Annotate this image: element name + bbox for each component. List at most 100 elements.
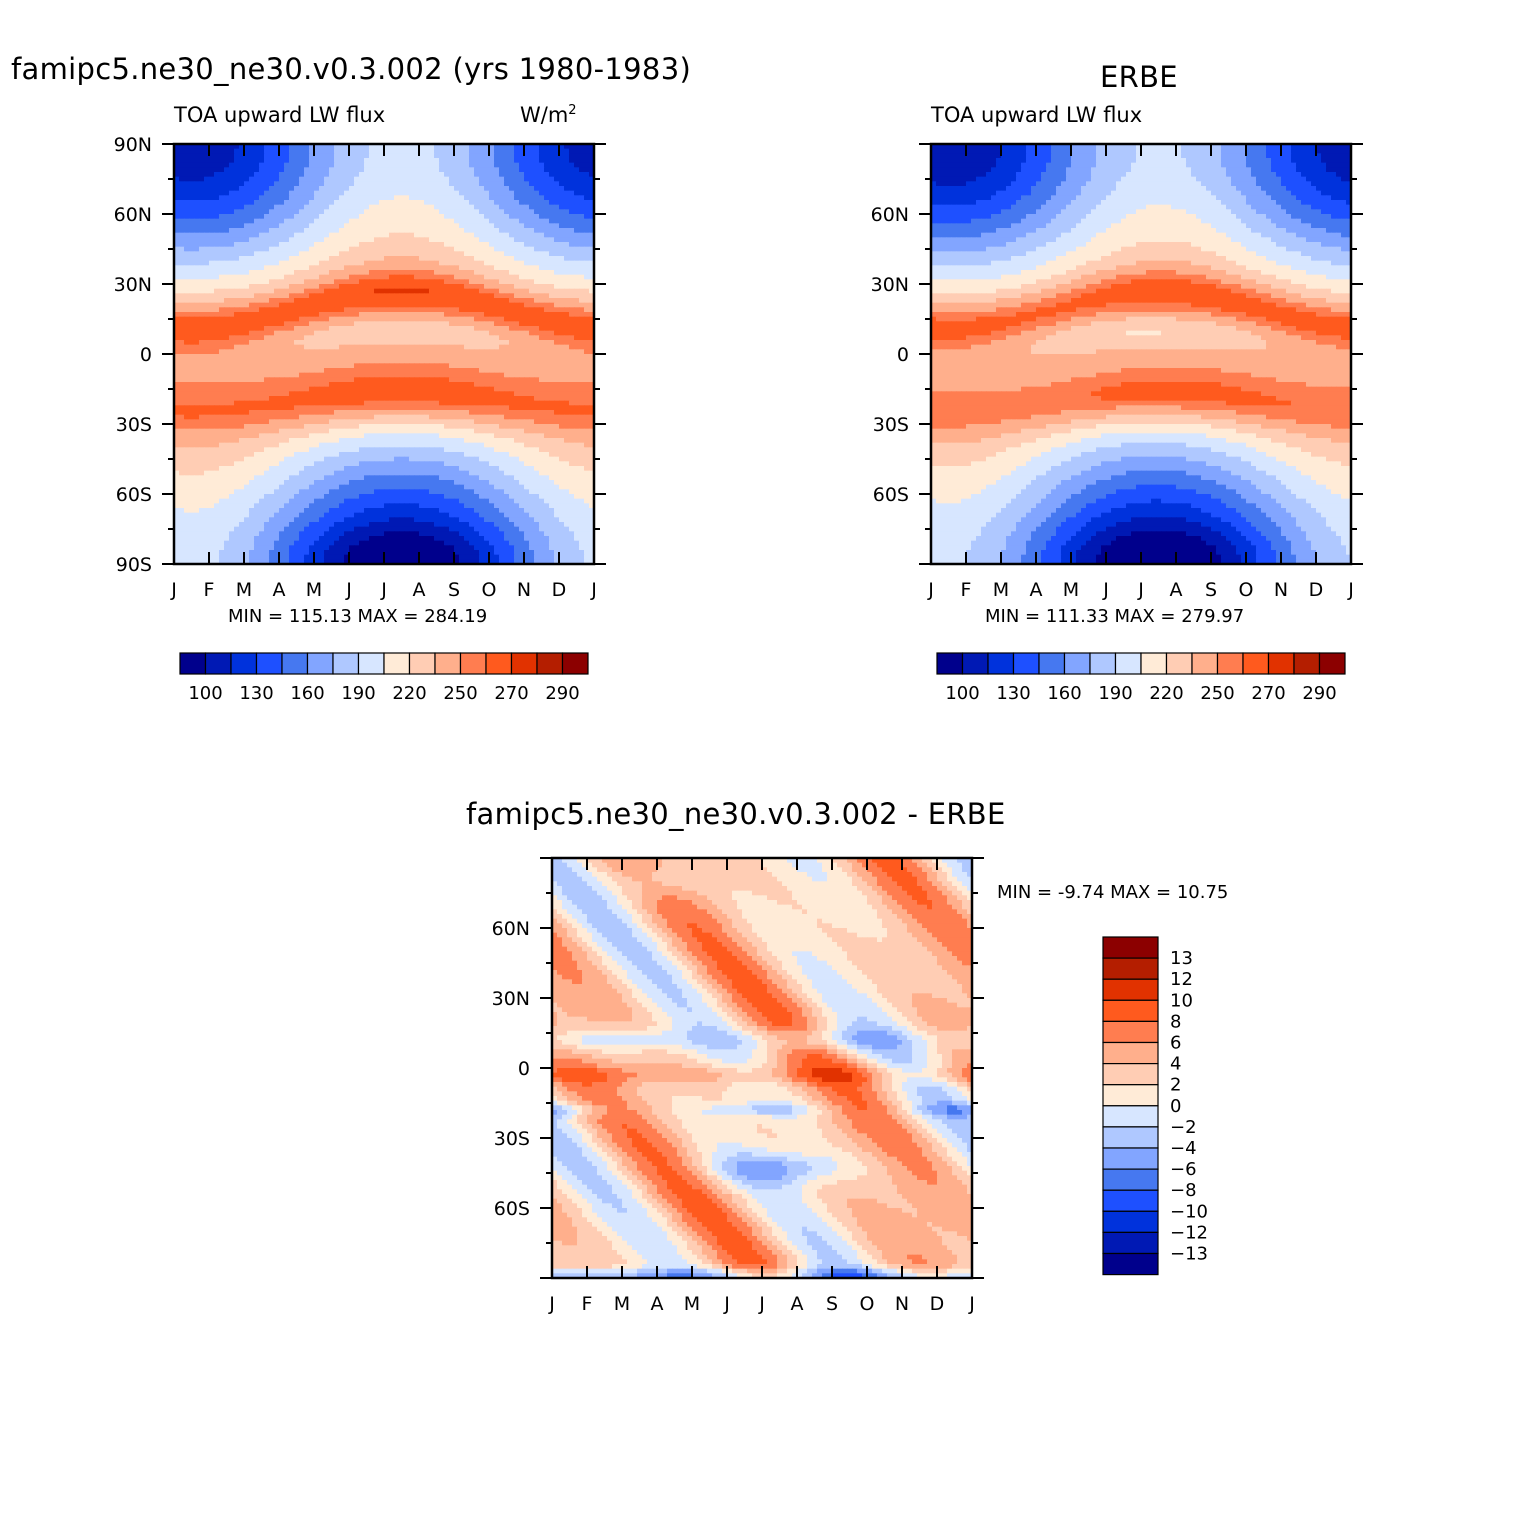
heatmap-cell — [579, 312, 585, 317]
heatmap-cell — [394, 251, 400, 256]
heatmap-cell — [399, 298, 405, 303]
heatmap-cell — [479, 158, 485, 163]
heatmap-cell — [269, 265, 275, 270]
heatmap-cell — [469, 163, 475, 168]
heatmap-cell — [319, 167, 325, 172]
heatmap-cell — [424, 298, 430, 303]
heatmap-cell — [529, 368, 535, 373]
heatmap-cell — [579, 289, 585, 294]
heatmap-cell — [314, 363, 320, 368]
heatmap-cell — [249, 172, 255, 177]
heatmap-cell — [559, 373, 565, 378]
heatmap-cell — [269, 335, 275, 340]
heatmap-cell — [449, 191, 455, 196]
heatmap-cell — [319, 415, 325, 420]
heatmap-cell — [474, 172, 480, 177]
heatmap-cell — [354, 382, 360, 387]
heatmap-cell — [194, 410, 200, 415]
heatmap-cell — [229, 401, 235, 406]
heatmap-cell — [194, 270, 200, 275]
heatmap-cell — [349, 387, 355, 392]
heatmap-cell — [229, 340, 235, 345]
heatmap-cell — [324, 359, 330, 364]
heatmap-cell — [244, 242, 250, 247]
heatmap-cell — [429, 275, 435, 280]
heatmap-cell — [444, 275, 450, 280]
heatmap-cell — [189, 363, 195, 368]
heatmap-cell — [334, 153, 340, 158]
heatmap-cell — [339, 186, 345, 191]
heatmap-cell — [264, 279, 270, 284]
heatmap-cell — [504, 396, 510, 401]
heatmap-cell — [464, 214, 470, 219]
heatmap-cell — [504, 228, 510, 233]
heatmap-cell — [324, 419, 330, 424]
heatmap-cell — [529, 233, 535, 238]
heatmap-cell — [339, 298, 345, 303]
heatmap-cell — [494, 153, 500, 158]
heatmap-cell — [244, 363, 250, 368]
heatmap-cell — [534, 186, 540, 191]
heatmap-cell — [249, 186, 255, 191]
heatmap-cell — [334, 237, 340, 242]
heatmap-cell — [284, 186, 290, 191]
heatmap-cell — [529, 177, 535, 182]
heatmap-cell — [294, 368, 300, 373]
heatmap-cell — [474, 186, 480, 191]
heatmap-cell — [189, 331, 195, 336]
heatmap-cell — [469, 373, 475, 378]
heatmap-cell — [259, 163, 265, 168]
heatmap-cell — [564, 335, 570, 340]
heatmap-cell — [439, 293, 445, 298]
heatmap-cell — [359, 247, 365, 252]
heatmap-cell — [484, 312, 490, 317]
heatmap-cell — [474, 405, 480, 410]
heatmap-cell — [249, 205, 255, 210]
heatmap-cell — [464, 410, 470, 415]
heatmap-cell — [204, 359, 210, 364]
heatmap-cell — [234, 312, 240, 317]
heatmap-cell — [219, 363, 225, 368]
heatmap-cell — [484, 219, 490, 224]
heatmap-cell — [469, 242, 475, 247]
heatmap-cell — [284, 214, 290, 219]
heatmap-cell — [259, 354, 265, 359]
heatmap-cell — [514, 298, 520, 303]
heatmap-cell — [559, 223, 565, 228]
heatmap-cell — [419, 172, 425, 177]
heatmap-cell — [539, 284, 545, 289]
heatmap-cell — [404, 191, 410, 196]
heatmap-cell — [329, 293, 335, 298]
heatmap-cell — [489, 181, 495, 186]
heatmap-cell — [574, 247, 580, 252]
heatmap-cell — [549, 363, 555, 368]
heatmap-cell — [214, 312, 220, 317]
heatmap-cell — [424, 415, 430, 420]
heatmap-cell — [289, 312, 295, 317]
heatmap-cell — [334, 354, 340, 359]
heatmap-cell — [194, 289, 200, 294]
heatmap-cell — [399, 410, 405, 415]
heatmap-cell — [454, 307, 460, 312]
heatmap-cell — [379, 326, 385, 331]
heatmap-cell — [334, 251, 340, 256]
heatmap-cell — [584, 354, 590, 359]
heatmap-cell — [214, 340, 220, 345]
heatmap-cell — [469, 368, 475, 373]
heatmap-cell — [204, 293, 210, 298]
heatmap-cell — [284, 223, 290, 228]
heatmap-cell — [569, 284, 575, 289]
heatmap-cell — [369, 359, 375, 364]
heatmap-cell — [389, 382, 395, 387]
heatmap-cell — [399, 340, 405, 345]
heatmap-cell — [269, 312, 275, 317]
heatmap-cell — [434, 396, 440, 401]
heatmap-cell — [514, 307, 520, 312]
heatmap-cell — [484, 307, 490, 312]
heatmap-cell — [449, 377, 455, 382]
heatmap-cell — [474, 293, 480, 298]
heatmap-cell — [439, 321, 445, 326]
heatmap-cell — [474, 261, 480, 266]
heatmap-cell — [399, 186, 405, 191]
heatmap-cell — [499, 405, 505, 410]
